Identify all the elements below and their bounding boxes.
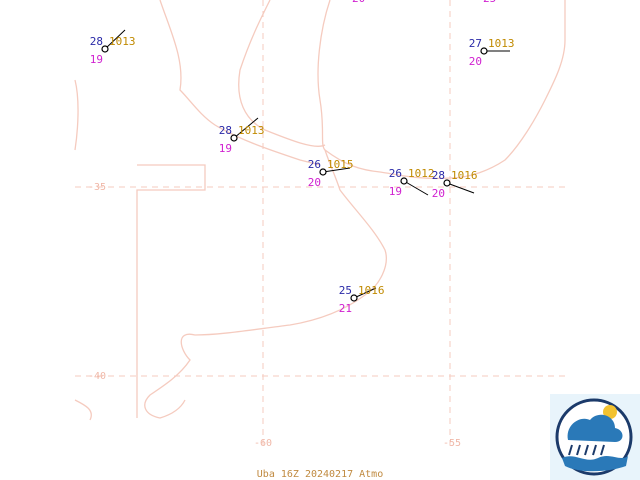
dewpoint: 21	[339, 302, 352, 315]
graticule: -35 -40 -60 -55	[75, 0, 565, 449]
wind-barb	[233, 117, 259, 139]
partial-label: 25	[483, 0, 496, 5]
temperature: 28	[90, 35, 103, 48]
station-marker	[230, 134, 238, 142]
temperature: 26	[308, 158, 321, 171]
coastlines	[74, 0, 566, 421]
station-marker	[350, 294, 358, 302]
station-marker	[443, 179, 451, 187]
partial-label: 20	[352, 0, 365, 5]
wind-barb	[353, 287, 377, 299]
temperature: 26	[389, 167, 402, 180]
lon-label: -55	[443, 438, 461, 449]
temperature: 25	[339, 284, 352, 297]
lat-label: -35	[88, 182, 106, 193]
pressure: 1015	[327, 158, 354, 171]
wind-barb	[403, 180, 429, 196]
temperature: 28	[219, 124, 232, 137]
dewpoint: 19	[219, 142, 232, 155]
station-marker	[101, 45, 109, 53]
wind-barb	[446, 182, 475, 194]
station-marker	[319, 168, 327, 176]
lon-label: -60	[254, 438, 272, 449]
wind-barb	[322, 167, 351, 173]
dewpoint: 19	[389, 185, 402, 198]
pressure: 1016	[358, 284, 385, 297]
footer: Uba 16Z 20240217 Atmo	[257, 469, 383, 480]
logo	[550, 394, 640, 480]
pressure: 1013	[109, 35, 136, 48]
stations: 28 1013 19 28 1013 19 26 1015 20 26 1012 19 28 1016 20…	[90, 29, 515, 315]
pressure: 1016	[451, 169, 478, 182]
pressure: 1013	[238, 124, 265, 137]
dewpoint: 20	[432, 187, 445, 200]
pressure: 1012	[408, 167, 435, 180]
pressure: 1013	[488, 37, 515, 50]
station-marker	[480, 47, 488, 55]
dewpoint: 19	[90, 53, 103, 66]
lat-label: -40	[88, 371, 106, 382]
station-marker	[400, 177, 408, 185]
wind-barb	[104, 29, 126, 50]
dewpoint: 20	[308, 176, 321, 189]
dewpoint: 20	[469, 55, 482, 68]
temperature: 28	[432, 169, 445, 182]
temperature: 27	[469, 37, 482, 50]
